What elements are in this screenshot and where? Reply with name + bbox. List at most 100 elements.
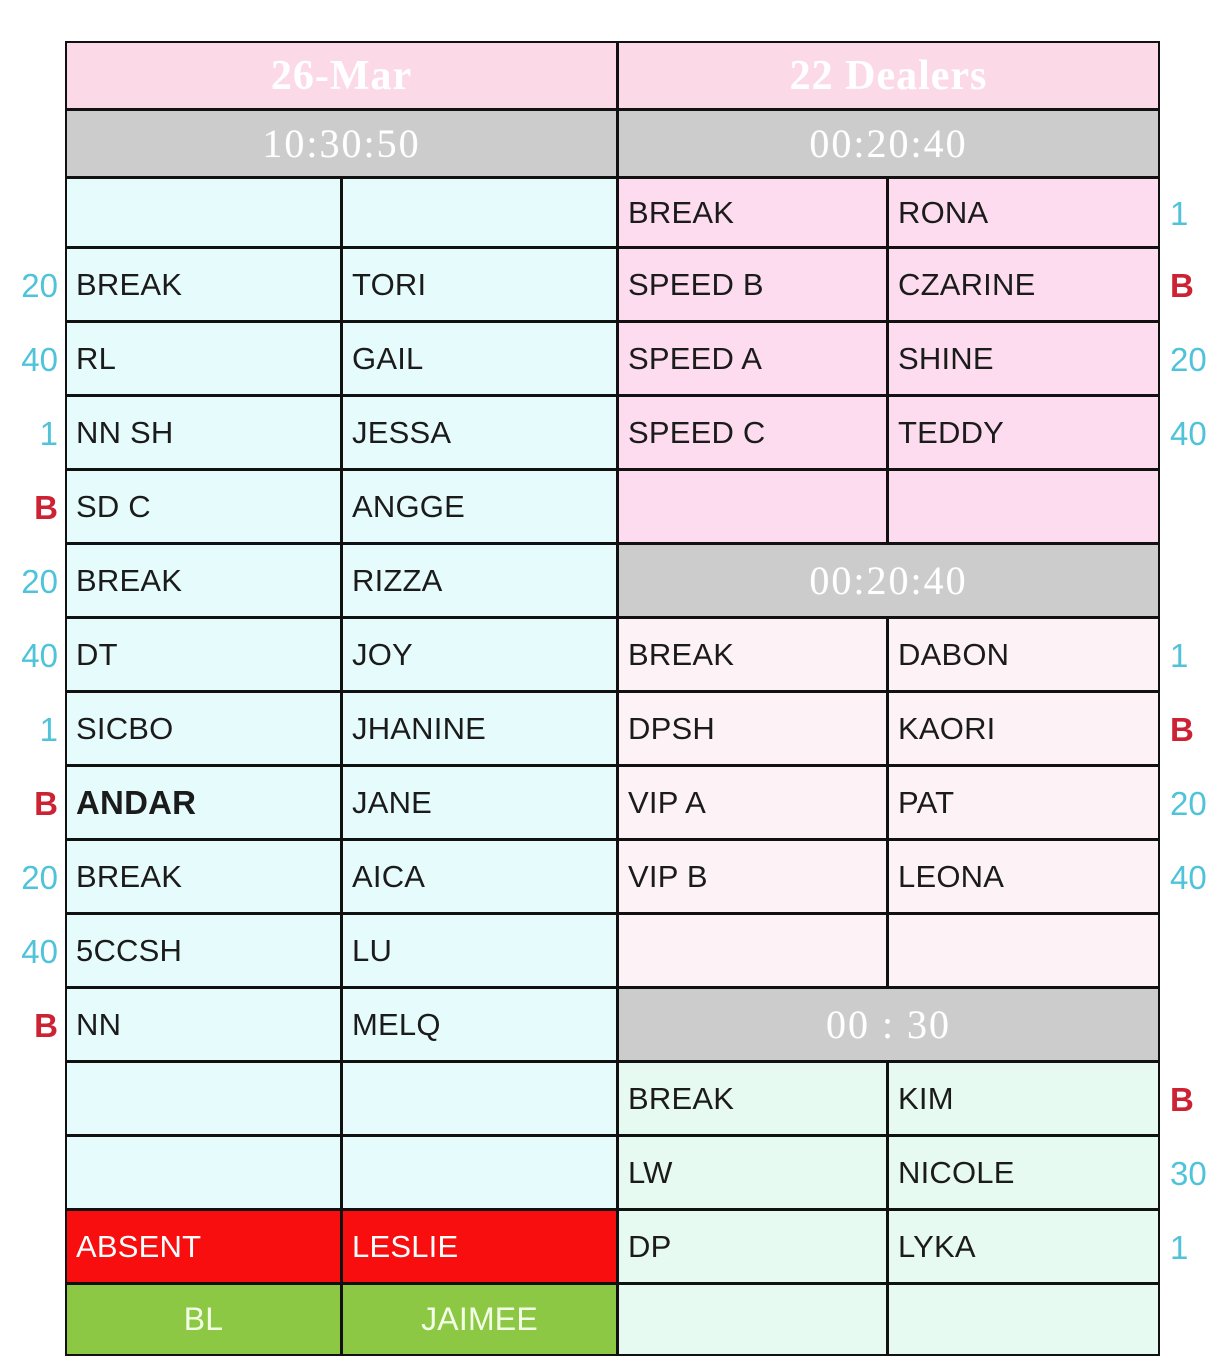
table-row[interactable]: SPEED B — [617, 247, 888, 322]
table-row[interactable]: CZARINE — [887, 247, 1160, 322]
table-row[interactable]: LW — [617, 1135, 888, 1210]
table-row[interactable]: SD C — [65, 469, 342, 544]
table-row[interactable]: LEONA — [887, 839, 1160, 914]
table-row[interactable]: JANE — [341, 765, 618, 840]
left-clock-banner: 10:30:50 — [65, 109, 618, 178]
table-row[interactable]: GAIL — [341, 321, 618, 396]
left-marker-9: 20 — [21, 858, 58, 896]
table-row[interactable]: SICBO — [65, 691, 342, 766]
left-marker-3: 1 — [39, 414, 58, 452]
absent-status-cell[interactable]: ABSENT — [65, 1209, 342, 1284]
mid-clock-banner: 00:20:40 — [617, 543, 1160, 618]
table-row[interactable]: RONA — [887, 177, 1160, 248]
table-row[interactable] — [65, 1135, 342, 1210]
table-row[interactable]: KIM — [887, 1061, 1160, 1136]
table-row[interactable]: BREAK — [65, 247, 342, 322]
left-marker-8: B — [34, 784, 58, 822]
left-marker-14 — [4, 1210, 64, 1284]
table-row-andar[interactable]: ANDAR — [65, 765, 342, 840]
left-marker-0 — [4, 178, 64, 248]
table-row[interactable]: JHANINE — [341, 691, 618, 766]
table-row[interactable]: NICOLE — [887, 1135, 1160, 1210]
table-row[interactable] — [65, 177, 342, 248]
table-row[interactable]: VIP B — [617, 839, 888, 914]
right-marker-4 — [1162, 470, 1218, 544]
left-marker-7: 1 — [39, 710, 58, 748]
table-row[interactable]: NN — [65, 987, 342, 1062]
table-row[interactable]: SHINE — [887, 321, 1160, 396]
left-marker-4: B — [34, 488, 58, 526]
table-row[interactable]: BREAK — [65, 839, 342, 914]
table-row[interactable]: BREAK — [617, 1061, 888, 1136]
right-marker-15 — [1162, 1284, 1218, 1356]
right-marker-14: 1 — [1170, 1228, 1189, 1266]
table-row[interactable]: 5CCSH — [65, 913, 342, 988]
table-row[interactable]: NN SH — [65, 395, 342, 470]
right-marker-3: 40 — [1170, 414, 1207, 452]
bl-dealer-cell[interactable]: JAIMEE — [341, 1283, 618, 1356]
table-row[interactable]: JOY — [341, 617, 618, 692]
table-row[interactable]: RL — [65, 321, 342, 396]
table-row[interactable] — [617, 1283, 888, 1356]
left-marker-11: B — [34, 1006, 58, 1044]
right-clock-banner: 00:20:40 — [617, 109, 1160, 178]
table-row[interactable]: TORI — [341, 247, 618, 322]
right-marker-column: 1 B 20 40 1 B 20 40 B 30 1 — [1162, 178, 1218, 1356]
table-row[interactable] — [341, 177, 618, 248]
table-row[interactable] — [65, 1061, 342, 1136]
left-marker-13 — [4, 1136, 64, 1210]
left-marker-12 — [4, 1062, 64, 1136]
right-marker-5 — [1162, 544, 1218, 618]
table-row[interactable]: BREAK — [617, 617, 888, 692]
table-row[interactable] — [617, 469, 888, 544]
table-row[interactable]: KAORI — [887, 691, 1160, 766]
absent-dealer-cell[interactable]: LESLIE — [341, 1209, 618, 1284]
table-row[interactable]: LYKA — [887, 1209, 1160, 1284]
table-row[interactable]: LU — [341, 913, 618, 988]
right-marker-1: B — [1170, 266, 1194, 304]
left-marker-5: 20 — [21, 562, 58, 600]
right-marker-13: 30 — [1170, 1154, 1207, 1192]
table-row[interactable] — [617, 913, 888, 988]
right-marker-10 — [1162, 914, 1218, 988]
table-row[interactable]: AICA — [341, 839, 618, 914]
table-row[interactable] — [887, 913, 1160, 988]
table-row[interactable]: DABON — [887, 617, 1160, 692]
table-row[interactable]: SPEED A — [617, 321, 888, 396]
right-marker-6: 1 — [1170, 636, 1189, 674]
lower-clock-banner: 00 : 30 — [617, 987, 1160, 1062]
left-marker-2: 40 — [21, 340, 58, 378]
right-marker-11 — [1162, 988, 1218, 1062]
right-marker-0: 1 — [1170, 194, 1189, 232]
left-title-banner: 26-Mar — [65, 41, 618, 110]
table-row[interactable]: DPSH — [617, 691, 888, 766]
left-marker-column: 20 40 1 B 20 40 1 B 20 40 B — [4, 178, 64, 1356]
table-row[interactable] — [341, 1061, 618, 1136]
table-row[interactable] — [887, 469, 1160, 544]
right-marker-9: 40 — [1170, 858, 1207, 896]
left-marker-1: 20 — [21, 266, 58, 304]
table-row[interactable]: MELQ — [341, 987, 618, 1062]
table-row[interactable]: BREAK — [617, 177, 888, 248]
table-row[interactable]: DT — [65, 617, 342, 692]
table-row[interactable]: ANGGE — [341, 469, 618, 544]
table-row[interactable]: PAT — [887, 765, 1160, 840]
rotation-grid: 26-Mar 22 Dealers 10:30:50 00:20:40 BREA… — [65, 41, 1160, 1368]
right-marker-7: B — [1170, 710, 1194, 748]
left-marker-6: 40 — [21, 636, 58, 674]
left-marker-15 — [4, 1284, 64, 1356]
right-marker-2: 20 — [1170, 340, 1207, 378]
right-marker-12: B — [1170, 1080, 1194, 1118]
table-row[interactable]: RIZZA — [341, 543, 618, 618]
table-row[interactable] — [341, 1135, 618, 1210]
table-row[interactable]: SPEED C — [617, 395, 888, 470]
table-row[interactable]: JESSA — [341, 395, 618, 470]
table-row[interactable]: DP — [617, 1209, 888, 1284]
left-marker-10: 40 — [21, 932, 58, 970]
bl-status-cell[interactable]: BL — [65, 1283, 342, 1356]
table-row[interactable]: BREAK — [65, 543, 342, 618]
table-row[interactable]: VIP A — [617, 765, 888, 840]
table-row[interactable] — [887, 1283, 1160, 1356]
table-row[interactable]: TEDDY — [887, 395, 1160, 470]
